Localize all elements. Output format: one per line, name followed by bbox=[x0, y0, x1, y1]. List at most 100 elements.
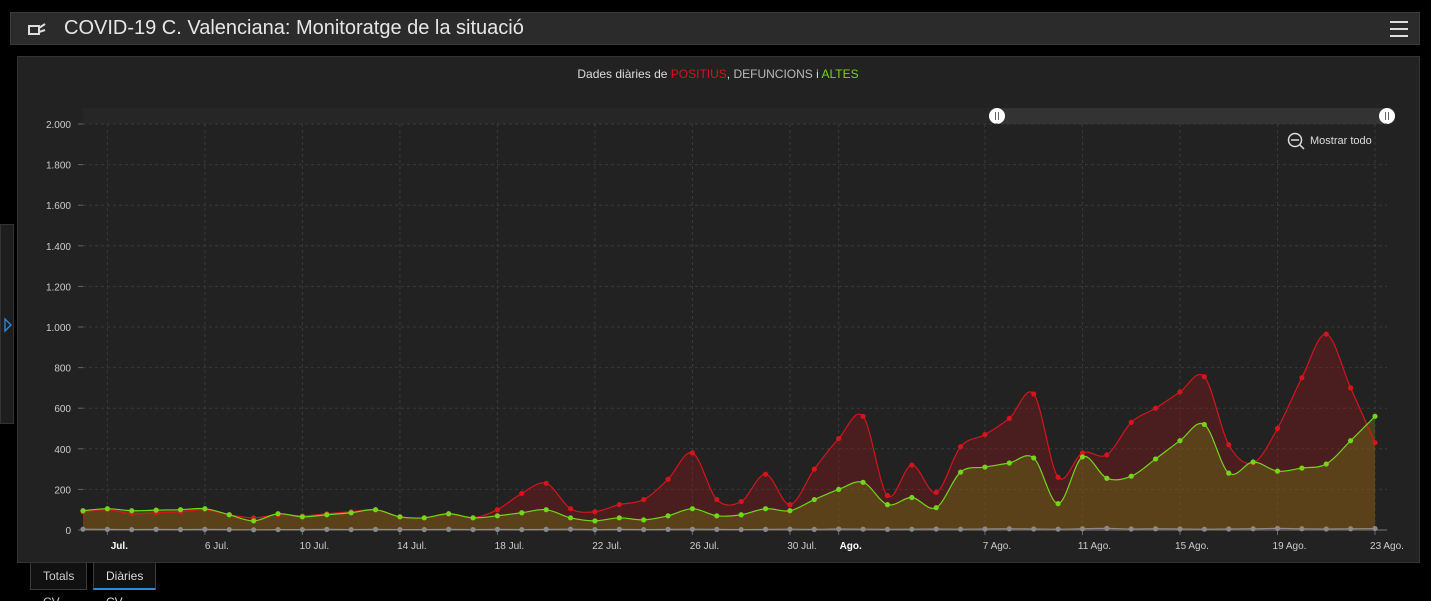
data-point bbox=[1177, 526, 1183, 532]
data-point bbox=[275, 511, 281, 517]
data-point bbox=[129, 526, 135, 533]
data-point bbox=[567, 526, 574, 532]
data-point bbox=[397, 526, 403, 533]
data-point bbox=[1372, 413, 1378, 419]
data-point bbox=[1128, 473, 1134, 479]
data-point bbox=[1226, 442, 1232, 448]
data-point bbox=[446, 526, 452, 532]
x-tick-label: 7 Ago. bbox=[983, 541, 1011, 552]
header-title: COVID-19 C. Valenciana: Monitoratge de l… bbox=[64, 17, 524, 39]
data-point bbox=[982, 464, 988, 470]
data-point bbox=[641, 526, 647, 533]
data-point bbox=[129, 508, 135, 514]
chart-panel: Dades diàries de POSITIUS, DEFUNCIONS i … bbox=[17, 56, 1420, 563]
data-point bbox=[1055, 474, 1061, 480]
data-point bbox=[836, 486, 842, 492]
data-point bbox=[616, 526, 622, 532]
y-tick-label: 1.600 bbox=[46, 201, 71, 212]
legend-entry: POSITIUS bbox=[671, 67, 727, 81]
data-point bbox=[519, 510, 525, 516]
data-point bbox=[1226, 470, 1232, 476]
zoom-icon bbox=[1291, 139, 1305, 150]
chart: Dades diàries de POSITIUS, DEFUNCIONS i … bbox=[46, 67, 1404, 552]
chart-title: Dades diàries de POSITIUS, DEFUNCIONS i … bbox=[577, 67, 858, 81]
data-point bbox=[177, 507, 184, 513]
data-point bbox=[299, 514, 305, 520]
scrollbar-handle[interactable] bbox=[989, 108, 1005, 124]
data-point bbox=[1323, 331, 1329, 337]
data-point bbox=[787, 526, 793, 532]
data-point bbox=[811, 526, 817, 532]
data-point bbox=[397, 514, 403, 520]
data-point bbox=[1104, 452, 1110, 458]
data-point bbox=[348, 510, 354, 516]
data-point bbox=[1250, 459, 1256, 465]
data-point bbox=[836, 526, 842, 532]
data-point bbox=[1226, 526, 1232, 532]
data-point bbox=[1348, 526, 1354, 532]
scrollbar-handle[interactable] bbox=[1379, 108, 1395, 124]
data-point bbox=[104, 506, 110, 512]
data-point bbox=[251, 518, 257, 524]
series-area bbox=[83, 416, 1375, 530]
y-tick-label: 1.400 bbox=[46, 242, 71, 253]
data-point bbox=[1348, 385, 1354, 391]
data-point bbox=[811, 496, 817, 503]
data-point bbox=[1372, 440, 1378, 446]
data-point bbox=[1031, 455, 1037, 461]
x-tick-label: 10 Jul. bbox=[300, 541, 329, 552]
data-point bbox=[836, 436, 842, 442]
data-point bbox=[348, 526, 354, 533]
data-point bbox=[543, 526, 549, 532]
data-point bbox=[616, 515, 622, 521]
zoom-out-button[interactable]: Mostrar todo bbox=[1287, 132, 1372, 150]
data-point bbox=[1006, 526, 1012, 532]
data-point bbox=[494, 513, 501, 519]
data-point bbox=[1128, 419, 1134, 426]
data-point bbox=[957, 526, 964, 532]
data-point bbox=[251, 527, 257, 533]
data-point bbox=[1006, 460, 1012, 466]
data-point bbox=[1031, 526, 1037, 532]
expand-arrow[interactable] bbox=[2, 317, 14, 333]
data-point bbox=[665, 476, 671, 482]
data-point bbox=[884, 502, 891, 508]
data-point bbox=[567, 506, 574, 512]
data-point bbox=[543, 507, 549, 513]
data-point bbox=[738, 512, 744, 518]
data-point bbox=[933, 526, 939, 532]
data-point bbox=[1079, 454, 1086, 460]
legend-entry: ALTES bbox=[822, 67, 859, 81]
data-point bbox=[470, 526, 476, 533]
x-tick-label: 22 Jul. bbox=[592, 541, 621, 552]
data-point bbox=[275, 526, 281, 533]
side-panel-toggle[interactable] bbox=[0, 224, 14, 424]
y-tick-label: 1.800 bbox=[46, 161, 71, 172]
y-tick-label: 600 bbox=[54, 404, 71, 415]
data-point bbox=[909, 462, 915, 468]
data-point bbox=[884, 492, 891, 499]
x-tick-label: 23 Ago. bbox=[1370, 541, 1404, 552]
data-point bbox=[1031, 391, 1037, 397]
data-point bbox=[1201, 421, 1207, 428]
data-point bbox=[446, 511, 452, 517]
data-point bbox=[1153, 526, 1159, 532]
data-point bbox=[592, 509, 598, 515]
data-point bbox=[1250, 526, 1256, 532]
scrollbar-selection bbox=[997, 108, 1387, 124]
zoom-icon bbox=[1287, 132, 1303, 148]
tab[interactable]: Totals CV bbox=[30, 563, 88, 601]
tab[interactable]: Diàries CV bbox=[93, 563, 157, 601]
data-point bbox=[641, 517, 647, 523]
data-point bbox=[1274, 468, 1281, 474]
title-text: Dades diàries de bbox=[577, 67, 667, 81]
y-tick-label: 1.200 bbox=[46, 282, 71, 293]
data-point bbox=[80, 508, 86, 514]
x-tick-label: 14 Jul. bbox=[397, 541, 426, 552]
data-point bbox=[689, 526, 696, 532]
data-point bbox=[957, 469, 964, 475]
menu-button[interactable] bbox=[1389, 20, 1409, 38]
data-point bbox=[104, 526, 110, 532]
data-point bbox=[1274, 525, 1281, 531]
data-point bbox=[1006, 415, 1012, 421]
